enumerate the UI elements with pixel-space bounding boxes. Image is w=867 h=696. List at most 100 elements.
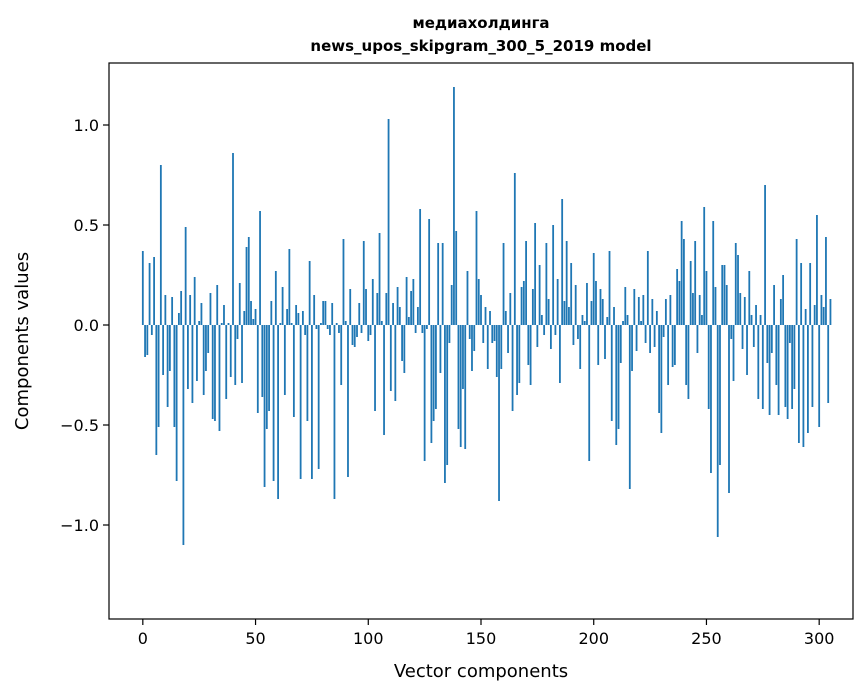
bar (144, 325, 146, 357)
bar (455, 231, 458, 325)
bar (392, 303, 394, 325)
bar (290, 323, 293, 325)
bar (807, 325, 809, 433)
bar (545, 243, 548, 325)
bar (326, 325, 329, 329)
bar (351, 325, 354, 345)
bar (667, 325, 670, 385)
bar (498, 325, 500, 501)
bar (173, 325, 176, 427)
bar (376, 293, 379, 325)
bar (583, 321, 586, 325)
bar (732, 325, 735, 381)
bar (245, 247, 248, 325)
bar (362, 241, 365, 325)
bar (825, 237, 827, 325)
bar (511, 325, 514, 411)
bar (671, 325, 674, 367)
bar (628, 325, 631, 489)
bar (459, 325, 462, 447)
bar (673, 325, 676, 365)
bar (588, 325, 591, 461)
bar (599, 289, 602, 325)
bar (196, 325, 198, 381)
bar (259, 211, 261, 325)
bar (191, 325, 194, 403)
bar (689, 261, 692, 325)
bar (416, 307, 419, 325)
bar (482, 325, 485, 343)
bar (171, 297, 174, 325)
bar (701, 315, 703, 325)
bar (755, 305, 757, 325)
bar (232, 153, 234, 325)
bar (662, 325, 665, 337)
bar (734, 243, 737, 325)
bar (741, 325, 744, 349)
bar (383, 325, 385, 435)
chart-title-line1: медиахолдинга (412, 14, 549, 32)
bar (563, 301, 566, 325)
bar (509, 293, 512, 325)
bar (247, 237, 250, 325)
x-tick-label: 150 (466, 629, 497, 648)
y-axis-ticks: −1.0 −0.5 0.0 0.5 1.0 (60, 116, 109, 535)
bar (651, 299, 654, 325)
bar (344, 321, 347, 325)
bar (446, 325, 449, 465)
bar (473, 325, 476, 351)
bar (633, 289, 636, 325)
bar (236, 325, 239, 339)
bar (624, 287, 627, 325)
bar (822, 307, 825, 325)
bar (626, 315, 629, 325)
bar (464, 325, 467, 449)
bar (561, 199, 564, 325)
bar (746, 325, 748, 375)
bar (403, 325, 406, 373)
bar (180, 291, 183, 325)
bar (779, 299, 782, 325)
bar (764, 185, 766, 325)
bar (182, 325, 185, 545)
bar (320, 323, 322, 325)
bar (565, 241, 568, 325)
bar (241, 325, 243, 383)
bar (683, 239, 685, 325)
bar (421, 325, 424, 333)
bar (385, 293, 388, 325)
y-tick-label: 0.0 (74, 316, 99, 335)
bar (184, 227, 187, 325)
y-tick-label: 0.5 (74, 216, 99, 235)
bar (335, 323, 338, 325)
bar (218, 325, 221, 431)
bar (187, 325, 189, 389)
bar (592, 253, 595, 325)
bar (538, 265, 541, 325)
bar (606, 317, 609, 325)
bar (270, 301, 273, 325)
bar (281, 287, 284, 325)
bar (597, 325, 600, 365)
bar (685, 325, 688, 385)
bar (162, 325, 165, 375)
bar (220, 323, 223, 325)
bar (802, 325, 805, 447)
bar (477, 279, 480, 325)
bar (193, 277, 196, 325)
bar (394, 325, 397, 401)
bar (757, 325, 760, 399)
bar (653, 325, 656, 347)
bar (141, 251, 144, 325)
bar (223, 305, 225, 325)
bar (525, 241, 527, 325)
bar (277, 325, 279, 499)
bar (559, 325, 561, 383)
x-tick-label: 200 (578, 629, 609, 648)
bar (450, 285, 453, 325)
bar (414, 325, 417, 333)
bar (703, 207, 706, 325)
bar (401, 325, 403, 361)
bar (322, 301, 325, 325)
bar (750, 315, 753, 325)
